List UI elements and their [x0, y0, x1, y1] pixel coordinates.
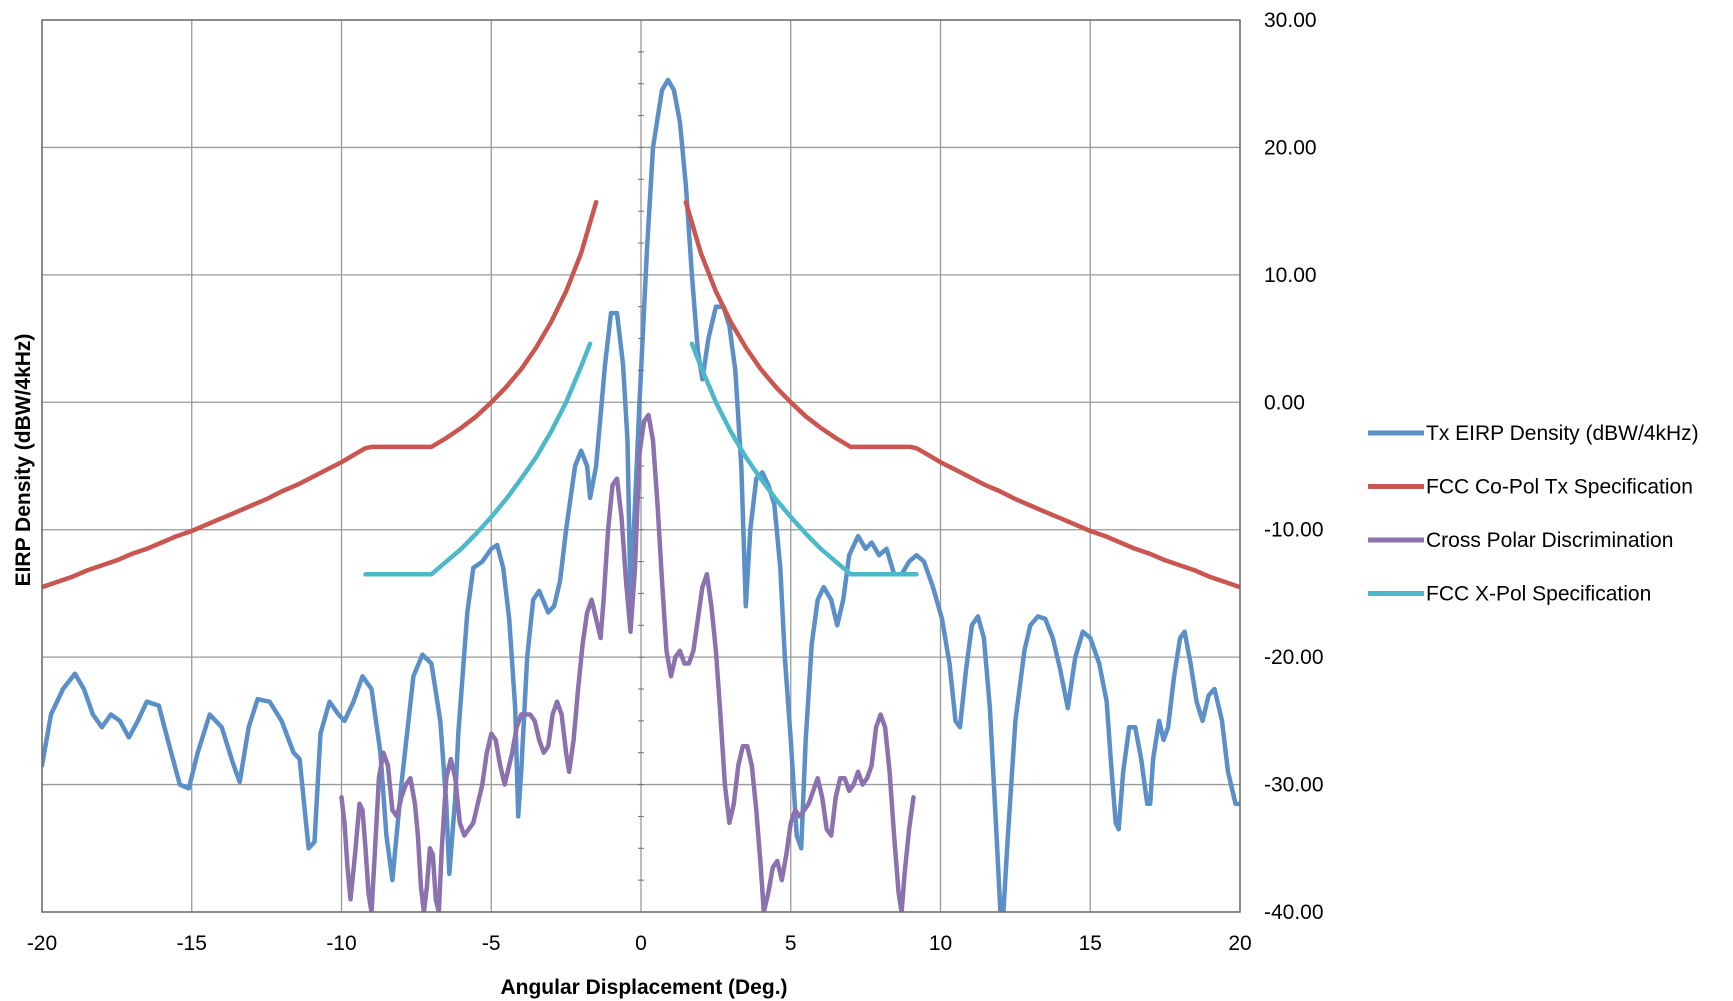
series-layer — [42, 77, 1240, 912]
axes — [41, 19, 1241, 913]
series-line-1-0 — [42, 199, 599, 590]
y-tick-label: -30.00 — [1264, 774, 1324, 797]
y-tick-label: -40.00 — [1264, 901, 1324, 924]
y-tick-label: -10.00 — [1264, 519, 1324, 542]
x-axis-title: Angular Displacement (Deg.) — [500, 976, 787, 999]
x-tick-label: 15 — [1079, 932, 1102, 955]
series-line-0 — [42, 77, 1240, 912]
x-tick-label: -20 — [27, 932, 57, 955]
legend-label: FCC X-Pol Specification — [1426, 583, 1651, 606]
series-line-3-1 — [689, 341, 919, 577]
y-tick-labels: 30.00 20.00 10.00 0.00 -10.00 -20.00 -30.00 -40… — [1264, 9, 1324, 924]
legend: Tx EIRP Density (dBW/4kHz) FCC Co-Pol Tx … — [1368, 422, 1699, 606]
series-line-1-1 — [683, 199, 1240, 590]
y-tick-label: 10.00 — [1264, 264, 1317, 287]
y-tick-label: 20.00 — [1264, 136, 1317, 159]
x-tick-label: 10 — [929, 932, 952, 955]
series-line-2 — [339, 412, 916, 912]
legend-label: Tx EIRP Density (dBW/4kHz) — [1426, 422, 1699, 445]
y-axis-title: EIRP Density (dBW/4kHz) — [12, 334, 35, 587]
y-tick-label: -20.00 — [1264, 646, 1324, 669]
legend-label: Cross Polar Discrimination — [1426, 529, 1673, 552]
y-tick-label: 0.00 — [1264, 391, 1305, 414]
x-tick-label: 20 — [1228, 932, 1251, 955]
y-tick-label: 30.00 — [1264, 9, 1317, 32]
x-tick-labels: -20 -15 -10 -5 0 5 10 15 20 — [27, 932, 1252, 955]
x-tick-label: 0 — [635, 932, 647, 955]
x-tick-label: 5 — [785, 932, 797, 955]
legend-label: FCC Co-Pol Tx Specification — [1426, 476, 1693, 499]
x-tick-label: -5 — [482, 932, 501, 955]
series-line-3-0 — [363, 341, 593, 577]
x-tick-label: -10 — [326, 932, 356, 955]
x-tick-label: -15 — [177, 932, 207, 955]
